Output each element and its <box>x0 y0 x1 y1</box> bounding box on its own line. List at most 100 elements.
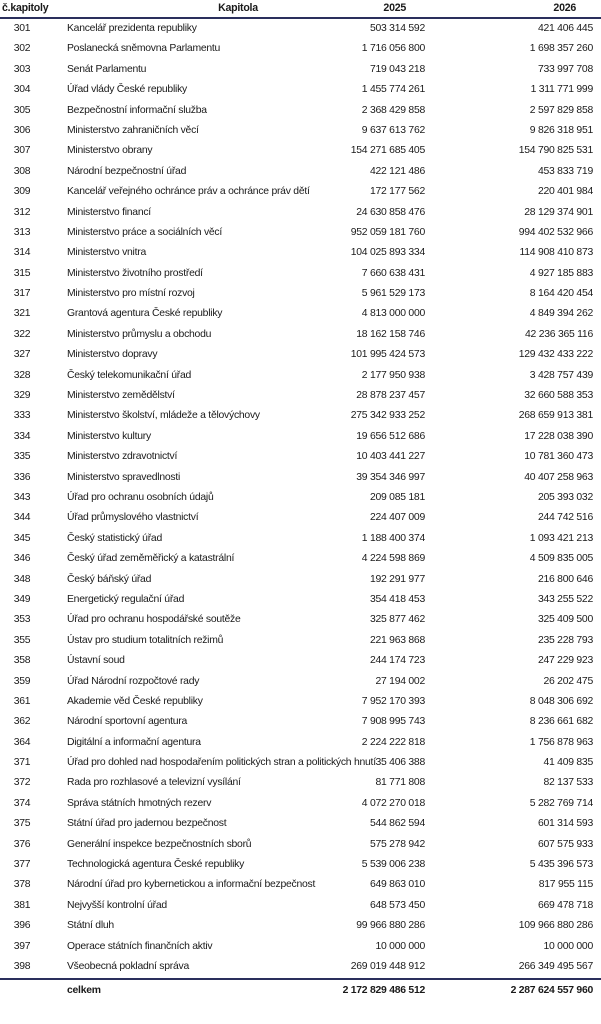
table-row: 361 Akademie věd České republiky 7 952 170… <box>0 692 601 712</box>
chapter-name: Státní úřad pro jadernou bezpečnost <box>67 818 227 830</box>
header-chapter-number: č.kapitoly <box>2 2 49 14</box>
chapter-number: 321 <box>13 308 31 320</box>
table-row: 309 Kancelář veřejného ochránce práv a oc… <box>0 182 601 202</box>
chapter-number: 315 <box>13 267 31 279</box>
chapter-number: 364 <box>13 736 31 748</box>
table-body: 301 Kancelář prezidenta republiky 503 314 … <box>0 19 601 977</box>
table-row: 334 Ministerstvo kultury 19 656 512 686 17 … <box>0 427 601 447</box>
chapter-name: Národní úřad pro kybernetickou a informa… <box>67 879 316 891</box>
chapter-name: Úřad Národní rozpočtové rady <box>67 675 200 687</box>
value-2025: 9 637 613 762 <box>361 124 425 136</box>
value-2025: 544 862 594 <box>369 818 425 830</box>
value-2026: 205 393 032 <box>537 491 593 503</box>
chapter-number: 346 <box>13 553 31 565</box>
table-row: 315 Ministerstvo životního prostředí 7 660… <box>0 264 601 284</box>
chapter-number: 398 <box>13 960 31 972</box>
chapter-name: Ministerstvo spravedlnosti <box>67 471 181 483</box>
table-row: 303 Senát Parlamentu 719 043 218 733 997 70… <box>0 60 601 80</box>
chapter-number: 314 <box>13 247 31 259</box>
total-2026: 2 287 624 557 960 <box>510 985 594 997</box>
table-row: 397 Operace státních finančních aktiv 10 0… <box>0 937 601 957</box>
value-2026: 8 048 306 692 <box>529 695 593 707</box>
chapter-name: Nejvyšší kontrolní úřad <box>67 899 167 911</box>
value-2025: 275 342 933 252 <box>350 410 426 422</box>
chapter-name: Úřad pro ochranu hospodářské soutěže <box>67 614 241 626</box>
value-2025: 224 407 009 <box>369 512 425 524</box>
total-label: celkem <box>67 985 101 997</box>
chapter-name: Úřad průmyslového vlastnictví <box>67 512 199 524</box>
table-row: 327 Ministerstvo dopravy 101 995 424 573 12… <box>0 345 601 365</box>
table-row: 396 Státní dluh 99 966 880 286 109 966 880 … <box>0 916 601 936</box>
chapter-name: Ministerstvo zemědělství <box>67 390 175 402</box>
chapter-name: Úřad pro dohled nad hospodařením politic… <box>67 757 376 769</box>
table-row: 317 Ministerstvo pro místní rozvoj 5 961 5… <box>0 284 601 304</box>
value-2025: 2 224 222 818 <box>361 736 425 748</box>
table-row: 335 Ministerstvo zdravotnictví 10 403 441 … <box>0 447 601 467</box>
value-2026: 10 781 360 473 <box>524 451 593 463</box>
value-2025: 4 813 000 000 <box>361 308 425 320</box>
chapter-name: Český telekomunikační úřad <box>67 369 192 381</box>
value-2026: 5 435 396 573 <box>529 859 593 871</box>
chapter-name: Akademie věd České republiky <box>67 695 203 707</box>
chapter-name: Senát Parlamentu <box>67 63 147 75</box>
value-2025: 244 174 723 <box>369 655 425 667</box>
chapter-name: Český statistický úřad <box>67 532 162 544</box>
chapter-number: 317 <box>13 288 31 300</box>
table-row: 344 Úřad průmyslového vlastnictví 224 407 … <box>0 508 601 528</box>
chapter-name: Všeobecná pokladní správa <box>67 960 189 972</box>
chapter-number: 313 <box>13 226 31 238</box>
value-2026: 220 401 984 <box>537 186 593 198</box>
value-2025: 719 043 218 <box>369 63 425 75</box>
value-2026: 129 432 433 222 <box>518 349 594 361</box>
chapter-name: Ústavní soud <box>67 655 125 667</box>
value-2025: 2 177 950 938 <box>361 369 425 381</box>
chapter-name: Český úřad zeměměřický a katastrální <box>67 553 235 565</box>
value-2025: 18 162 158 746 <box>356 328 425 340</box>
table-row: 374 Správa státních hmotných rezerv 4 072 … <box>0 794 601 814</box>
chapter-number: 343 <box>13 491 31 503</box>
chapter-name: Digitální a informační agentura <box>67 736 201 748</box>
value-2026: 994 402 532 966 <box>518 226 594 238</box>
value-2026: 40 407 258 963 <box>524 471 593 483</box>
value-2026: 154 790 825 531 <box>518 145 594 157</box>
chapter-name: Poslanecká sněmovna Parlamentu <box>67 43 221 55</box>
value-2026: 325 409 500 <box>537 614 593 626</box>
table-row: 358 Ústavní soud 244 174 723 247 229 923 <box>0 651 601 671</box>
chapter-number: 359 <box>13 675 31 687</box>
value-2026: 266 349 495 567 <box>518 960 594 972</box>
value-2025: 422 121 486 <box>369 165 425 177</box>
value-2025: 1 716 056 800 <box>361 43 425 55</box>
table-row: 372 Rada pro rozhlasové a televizní vysíl… <box>0 773 601 793</box>
value-2025: 325 877 462 <box>369 614 425 626</box>
chapter-number: 376 <box>13 838 31 850</box>
chapter-number: 375 <box>13 818 31 830</box>
chapter-number: 362 <box>13 716 31 728</box>
table-row: 381 Nejvyšší kontrolní úřad 648 573 450 669… <box>0 896 601 916</box>
chapter-number: 344 <box>13 512 31 524</box>
table-row: 302 Poslanecká sněmovna Parlamentu 1 716 0… <box>0 39 601 59</box>
chapter-name: Kancelář veřejného ochránce práv a ochrá… <box>67 186 310 198</box>
chapter-number: 304 <box>13 84 31 96</box>
value-2025: 4 072 270 018 <box>361 797 425 809</box>
value-2026: 343 255 522 <box>537 593 593 605</box>
chapter-name: Národní sportovní agentura <box>67 716 187 728</box>
chapter-name: Národní bezpečnostní úřad <box>67 165 187 177</box>
value-2026: 114 908 410 873 <box>519 247 594 259</box>
value-2025: 7 908 995 743 <box>361 716 425 728</box>
chapter-number: 378 <box>13 879 31 891</box>
table-row: 333 Ministerstvo školství, mládeže a tělo… <box>0 406 601 426</box>
header-year-2026: 2026 <box>553 2 576 14</box>
value-2026: 10 000 000 <box>543 940 593 952</box>
chapter-number: 322 <box>13 328 31 340</box>
table-row: 364 Digitální a informační agentura 2 224 … <box>0 733 601 753</box>
value-2025: 5 961 529 173 <box>361 288 425 300</box>
table-row: 312 Ministerstvo financí 24 630 858 476 28 … <box>0 203 601 223</box>
value-2026: 82 137 533 <box>543 777 593 789</box>
budget-table: č.kapitoly Kapitola 2025 2026 301 Kancelá… <box>0 2 601 997</box>
value-2026: 268 659 913 381 <box>518 410 594 422</box>
chapter-name: Ministerstvo práce a sociálních věcí <box>67 226 223 238</box>
table-row: 314 Ministerstvo vnitra 104 025 893 334 114… <box>0 243 601 263</box>
chapter-number: 305 <box>13 104 31 116</box>
chapter-number: 361 <box>13 695 31 707</box>
table-row: 307 Ministerstvo obrany 154 271 685 405 154… <box>0 141 601 161</box>
